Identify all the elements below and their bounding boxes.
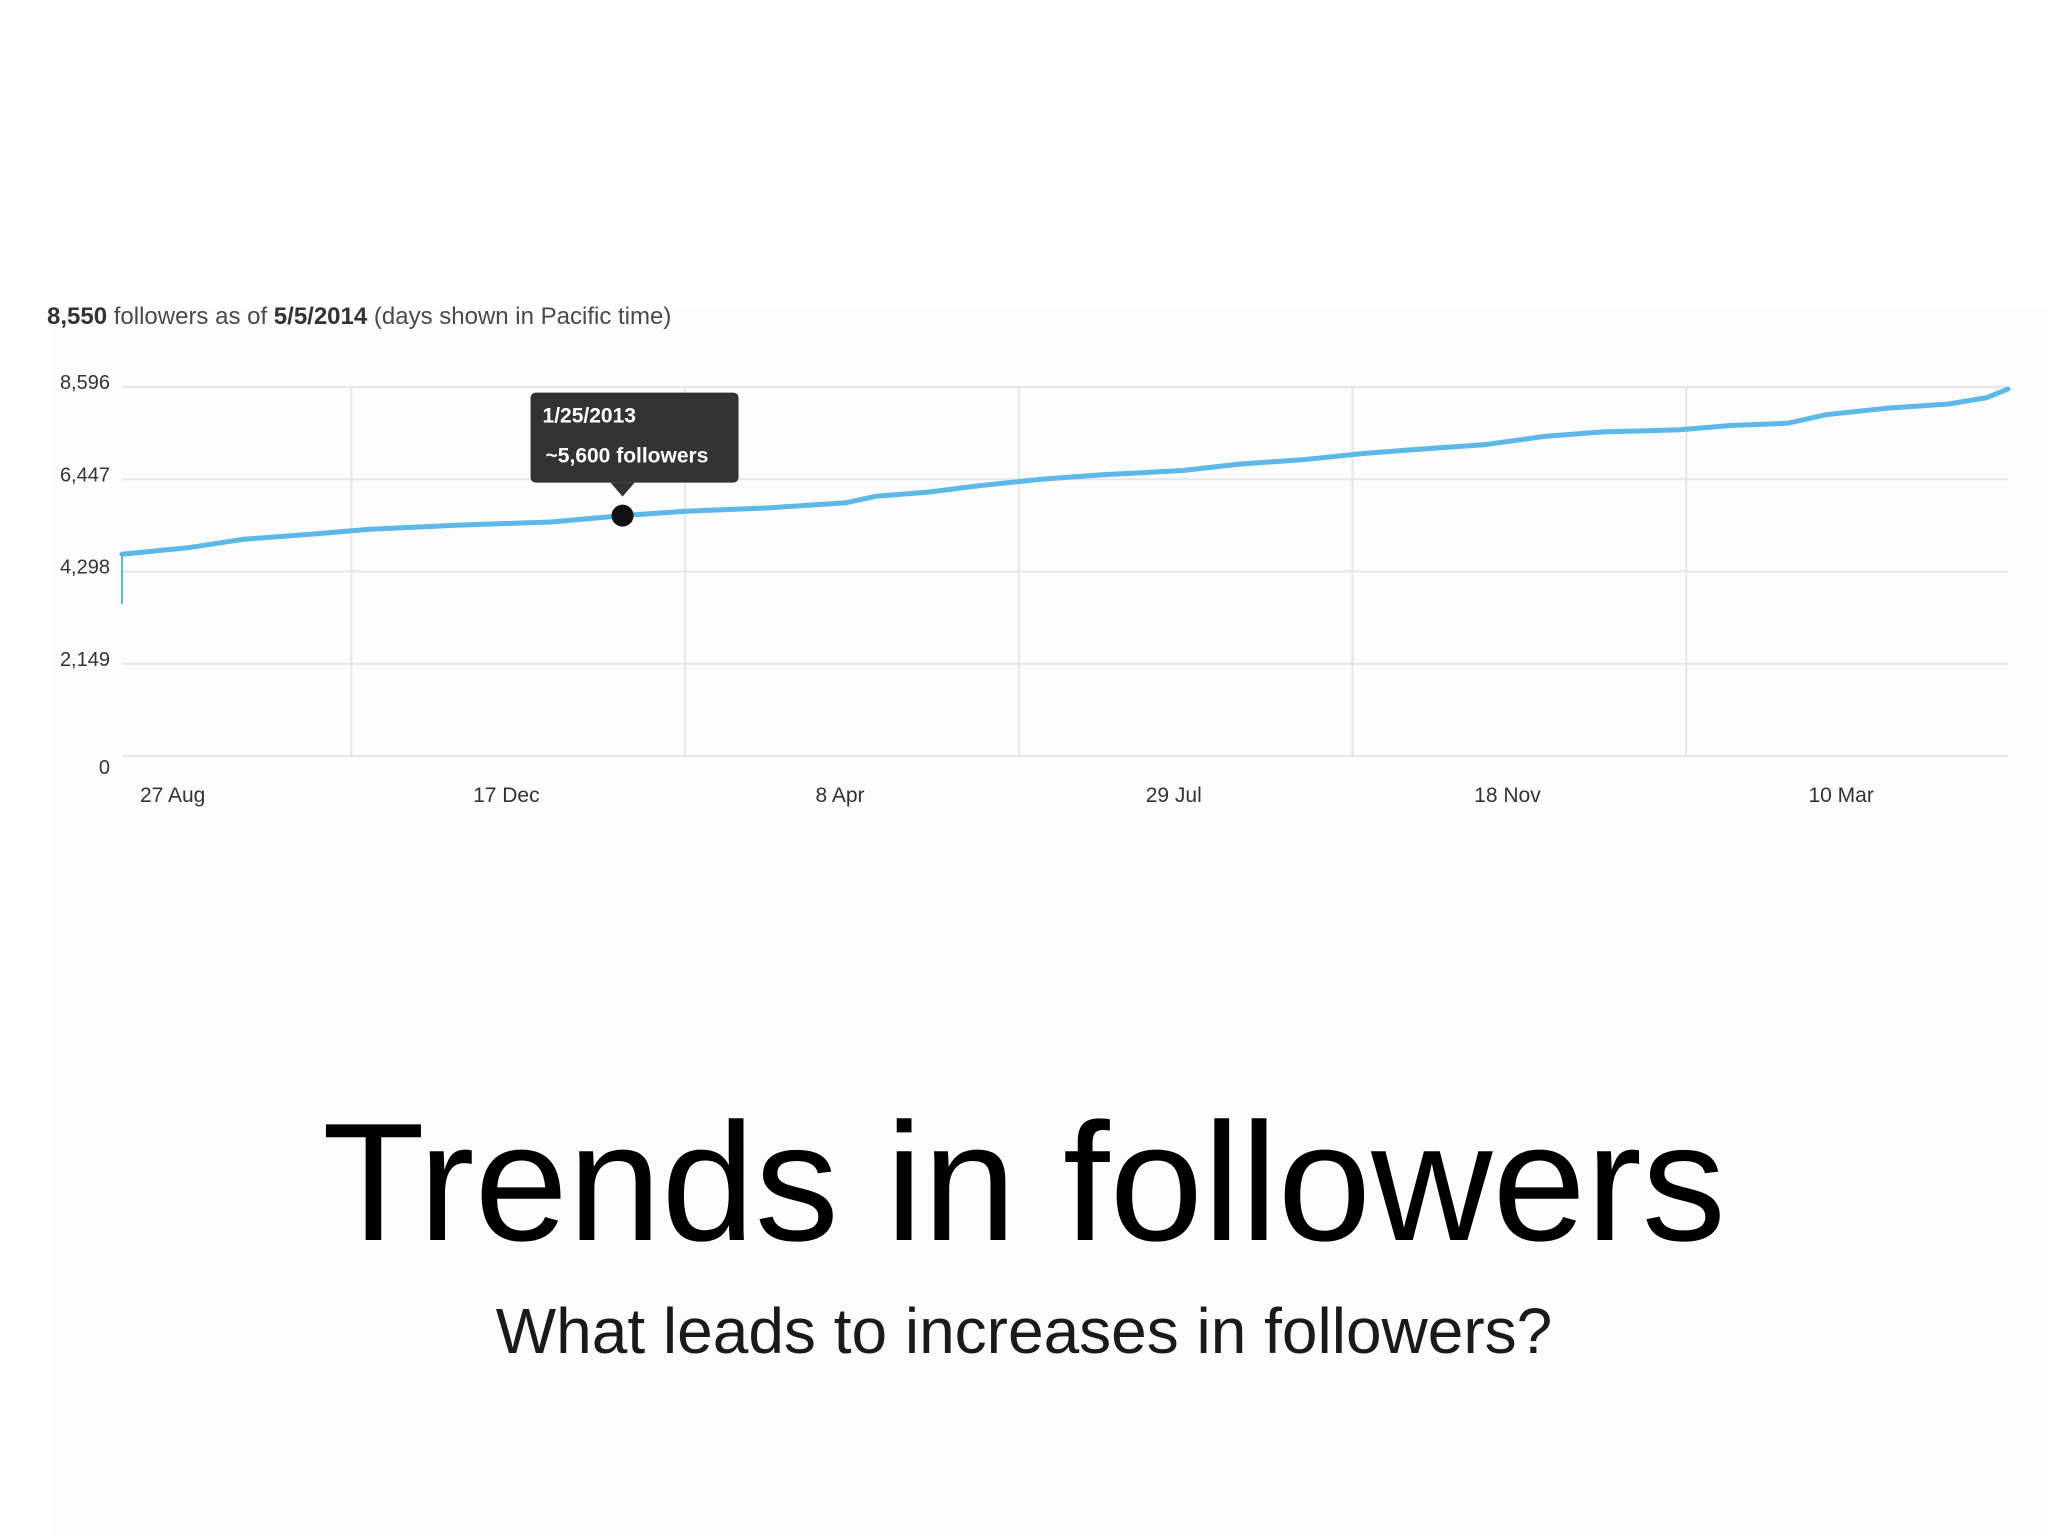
- y-axis-ticks: 0 2,149 4,298 6,447 8,596: [60, 372, 110, 779]
- y-tick-label: 2,149: [60, 649, 110, 671]
- header-text-2: (days shown in Pacific time): [367, 303, 672, 330]
- x-tick-label: 18 Nov: [1474, 784, 1541, 807]
- tooltip-pointer: [610, 482, 635, 497]
- slide-title: Trends in followers: [322, 1088, 1726, 1276]
- x-tick-label: 8 Apr: [816, 784, 865, 807]
- y-tick-label: 8,596: [60, 372, 110, 394]
- tooltip-point: [611, 504, 634, 527]
- series-line: [119, 386, 2011, 557]
- header-text-1: followers as of: [107, 303, 274, 330]
- x-tick-label: 17 Dec: [473, 784, 540, 807]
- tooltip-value: ~5,600 followers: [546, 445, 709, 468]
- tooltip: 1/25/2013 ~5,600 followers: [530, 392, 739, 527]
- series-group: [119, 386, 2011, 605]
- x-tick-label: 27 Aug: [140, 784, 205, 807]
- y-tick-label: 6,447: [60, 464, 110, 486]
- as-of-date: 5/5/2014: [273, 303, 368, 330]
- x-tick-label: 29 Jul: [1146, 784, 1202, 807]
- slide-subtitle: What leads to increases in followers?: [495, 1295, 1553, 1367]
- tooltip-box: [530, 392, 739, 483]
- follower-count: 8,550: [47, 303, 108, 330]
- x-axis-ticks: 27 Aug 17 Dec 8 Apr 29 Jul 18 Nov 10 Mar: [140, 784, 1874, 807]
- y-tick-label: 0: [99, 757, 110, 779]
- grid-lines: [122, 386, 2008, 757]
- y-tick-label: 4,298: [60, 557, 110, 579]
- tooltip-date: 1/25/2013: [543, 405, 636, 428]
- chart-header: 8,550 followers as of 5/5/2014 (days sho…: [47, 303, 671, 331]
- x-tick-label: 10 Mar: [1808, 784, 1873, 807]
- slide-background: [52, 310, 2048, 1536]
